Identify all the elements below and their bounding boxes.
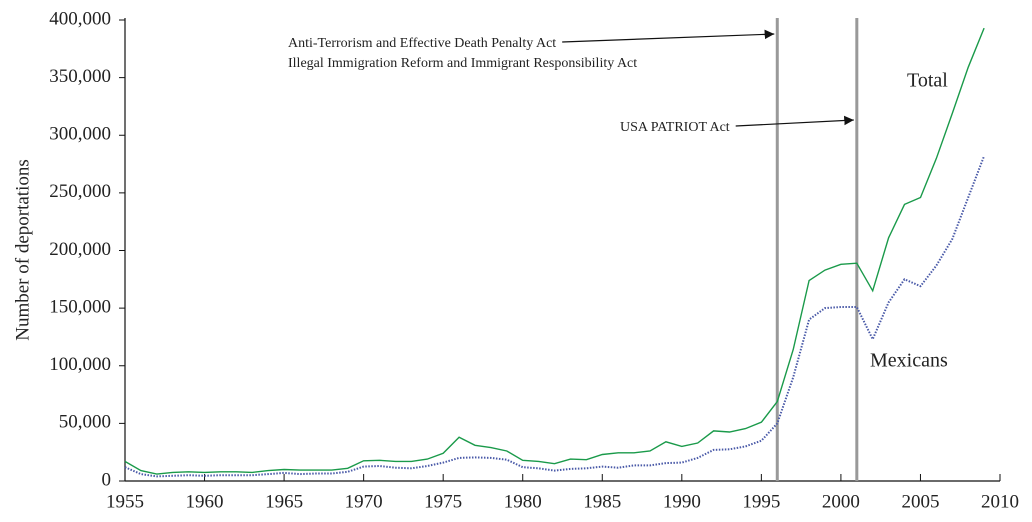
series-line — [124, 27, 985, 475]
y-tick-label: 350,000 — [49, 66, 111, 87]
x-tick-label: 1975 — [424, 491, 462, 512]
y-tick-label: 150,000 — [49, 296, 111, 317]
y-tick-label: 300,000 — [49, 124, 111, 145]
annotation-arrow — [562, 29, 775, 43]
x-tick-label: 1995 — [742, 491, 780, 512]
x-tick-label: 2000 — [822, 491, 860, 512]
x-tick-label: 1980 — [504, 491, 542, 512]
annotation-text: Illegal Immigration Reform and Immigrant… — [288, 56, 637, 71]
y-axis-label: Number of deportations — [12, 159, 33, 341]
y-tick-label: 250,000 — [49, 181, 111, 202]
x-tick-label: 2010 — [981, 491, 1019, 512]
y-tick-label: 100,000 — [49, 354, 111, 375]
x-tick-label: 2005 — [901, 491, 939, 512]
series-label: Total — [907, 70, 948, 92]
series-label: Mexicans — [870, 350, 948, 372]
x-tick-label: 1960 — [186, 491, 224, 512]
y-tick-label: 400,000 — [49, 8, 111, 29]
annotation-text: Anti-Terrorism and Effective Death Penal… — [288, 36, 556, 51]
series-line — [124, 155, 986, 478]
x-tick-label: 1955 — [106, 491, 144, 512]
x-tick-label: 1970 — [345, 491, 383, 512]
x-tick-label: 1985 — [583, 491, 621, 512]
y-tick-label: 0 — [102, 469, 112, 490]
y-tick-label: 200,000 — [49, 239, 111, 260]
y-tick-label: 50,000 — [59, 412, 111, 433]
x-tick-label: 1990 — [663, 491, 701, 512]
annotation-text: USA PATRIOT Act — [620, 120, 730, 135]
x-tick-label: 1965 — [265, 491, 303, 512]
annotation-arrow — [735, 115, 854, 127]
